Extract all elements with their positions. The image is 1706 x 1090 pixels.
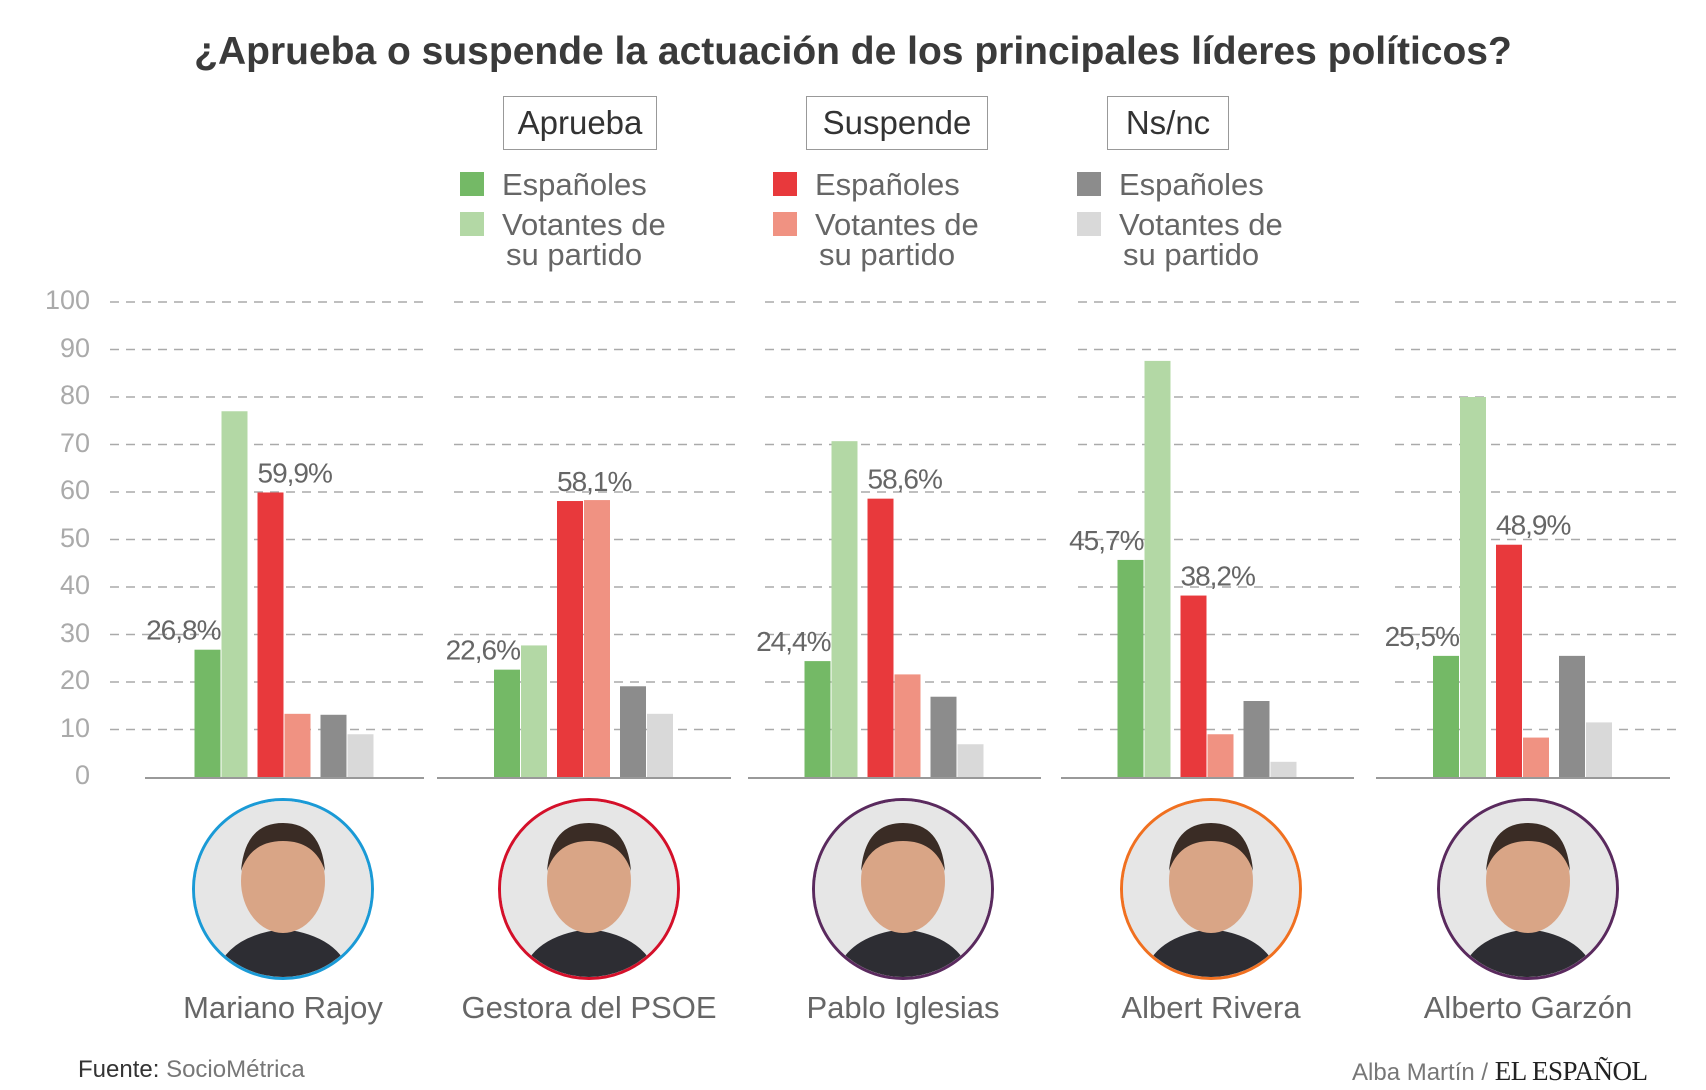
legend-label-line: Votantes de	[502, 207, 666, 242]
brand-logo: EL ESPAÑOL	[1494, 1056, 1648, 1086]
leader-name: Gestora del PSOE	[461, 990, 717, 1025]
bar	[1586, 722, 1612, 777]
legend-label-line: su partido	[506, 237, 643, 272]
bar	[831, 441, 858, 777]
bar	[1496, 544, 1522, 777]
y-tick-label: 60	[59, 475, 90, 505]
source: Fuente: SocioMétrica	[78, 1056, 305, 1084]
data-label: 58,1%	[557, 466, 631, 497]
legend-label-line: Votantes de	[815, 207, 979, 242]
author: Alba Martín /	[1352, 1059, 1489, 1086]
bar	[1207, 734, 1234, 777]
leader-name: Mariano Rajoy	[183, 990, 383, 1025]
bar	[1559, 655, 1585, 777]
legend-label: Votantes de su partido	[502, 207, 666, 272]
y-tick-label: 30	[59, 617, 90, 648]
data-label: 58,6%	[868, 464, 942, 495]
bar	[867, 498, 894, 777]
source-name: SocioMétrica	[166, 1056, 305, 1083]
y-tick-label: 0	[74, 760, 90, 790]
y-tick-label: 80	[59, 380, 90, 410]
legend-label-line: Españoles	[1119, 167, 1264, 202]
bar	[1433, 655, 1459, 777]
bar	[194, 649, 221, 777]
source-label: Fuente:	[78, 1056, 160, 1083]
legend-swatch	[1077, 212, 1101, 236]
data-label: 48,9%	[1496, 510, 1570, 541]
leader-name: Albert Rivera	[1121, 990, 1301, 1025]
y-tick-label: 40	[59, 570, 90, 600]
leader-photo	[812, 798, 994, 980]
y-tick-label: 100	[44, 285, 90, 315]
bar	[521, 645, 547, 777]
portrait-icon	[195, 801, 371, 977]
legend-label-line: su partido	[819, 237, 956, 272]
legend-swatch	[1077, 172, 1101, 196]
bar	[894, 674, 921, 777]
data-label: 26,8%	[146, 615, 220, 646]
bar	[647, 713, 673, 777]
legend-label: Votantes de su partido	[815, 207, 979, 272]
y-tick-label: 70	[59, 427, 90, 458]
data-label: 45,7%	[1069, 525, 1143, 556]
legend-label: Votantes de su partido	[1119, 207, 1283, 272]
bar	[957, 744, 984, 777]
leader-photo	[498, 798, 680, 980]
bar	[494, 669, 520, 777]
bar	[1180, 595, 1207, 777]
portrait-icon	[815, 801, 991, 977]
legend-heading-nsnc: Ns/nc	[1107, 96, 1229, 150]
y-tick-label: 50	[59, 522, 90, 553]
legend-label-line: Españoles	[815, 167, 960, 202]
data-label: 24,4%	[756, 626, 830, 657]
legend-label-line: Españoles	[502, 167, 647, 202]
bar	[804, 661, 831, 777]
bar	[221, 411, 248, 777]
data-label: 38,2%	[1181, 561, 1255, 592]
leader-name: Pablo Iglesias	[806, 990, 1000, 1025]
data-label: 59,9%	[258, 457, 332, 488]
legend-label: Españoles	[502, 167, 647, 202]
leader-photo	[1120, 798, 1302, 980]
legend-swatch	[773, 172, 797, 196]
bar	[347, 734, 374, 777]
bar	[557, 501, 583, 777]
portrait-icon	[501, 801, 677, 977]
y-tick-label: 20	[59, 665, 90, 695]
legend-label: Españoles	[815, 167, 960, 202]
data-label: 22,6%	[446, 635, 520, 666]
bar	[1243, 701, 1270, 777]
legend-swatch	[773, 212, 797, 236]
legend-label-line: su partido	[1123, 237, 1260, 272]
y-tick-label: 90	[59, 332, 90, 363]
leader-name: Alberto Garzón	[1423, 990, 1633, 1025]
bar	[930, 696, 957, 777]
credit: Alba Martín / EL ESPAÑOL	[1352, 1056, 1648, 1087]
legend-heading-suspende: Suspende	[806, 96, 988, 150]
bar	[1523, 737, 1549, 777]
bar	[320, 714, 347, 777]
bar	[257, 492, 284, 777]
portrait-icon	[1440, 801, 1616, 977]
legend-label: Españoles	[1119, 167, 1264, 202]
bar	[1460, 397, 1486, 777]
bar	[1117, 559, 1144, 777]
y-tick-label: 10	[59, 712, 90, 743]
chart-title: ¿Aprueba o suspende la actuación de los …	[194, 30, 1512, 73]
bar	[284, 713, 311, 777]
leader-photo	[1437, 798, 1619, 980]
legend-label-line: Votantes de	[1119, 207, 1283, 242]
bar	[1144, 360, 1171, 777]
bar	[584, 500, 610, 777]
legend-swatch	[460, 172, 484, 196]
bar	[1270, 761, 1297, 777]
bar	[620, 686, 646, 777]
legend-heading-aprueba: Aprueba	[503, 96, 657, 150]
portrait-icon	[1123, 801, 1299, 977]
leader-photo	[192, 798, 374, 980]
data-label: 25,5%	[1385, 621, 1459, 652]
legend-swatch	[460, 212, 484, 236]
